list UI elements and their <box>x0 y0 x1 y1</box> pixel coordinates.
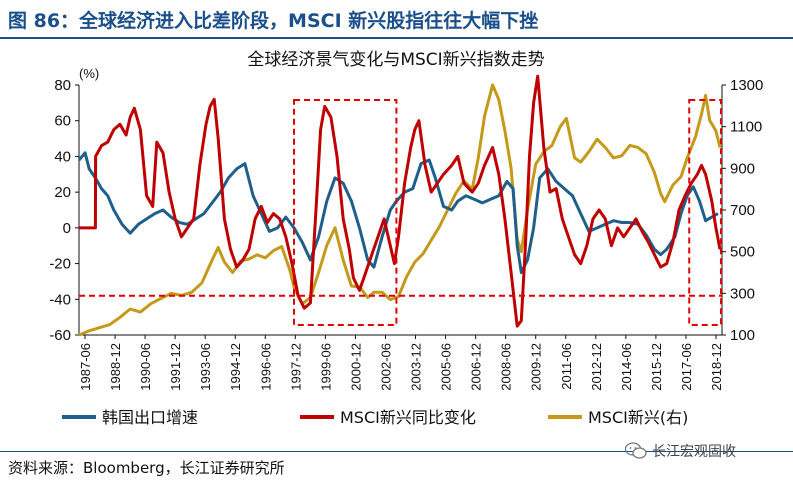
y-right-tick-label: 700 <box>730 202 755 219</box>
chart: 全球经济景气变化与MSCI新兴指数走势 (%) 80 60 40 20 0 -20 -40 -… <box>49 50 763 427</box>
x-tick-label: 2003-12 <box>409 343 424 391</box>
x-tick-label: 2015-12 <box>649 343 664 391</box>
y-left-unit-label: (%) <box>79 66 99 81</box>
watermark: 长江宏观固收 <box>625 441 736 461</box>
x-tick-label: 2011-06 <box>559 343 574 390</box>
x-tick-label: 1996-06 <box>258 343 273 391</box>
x-tick-label: 1993-06 <box>198 343 213 391</box>
x-tick-label: 2002-06 <box>378 343 393 391</box>
x-tick-label: 1988-12 <box>108 343 123 391</box>
y-right-ticks: 1300 1100 900 700 500 300 100 <box>722 77 763 344</box>
y-left-tick-label: 0 <box>63 220 71 237</box>
wechat-icon <box>625 442 647 459</box>
x-ticks: 1987-06 1988-12 1990-06 1991-12 1993-06 1994-… <box>78 335 724 391</box>
x-tick-label: 1997-12 <box>288 343 303 391</box>
highlight-layer <box>79 99 722 326</box>
series-line-2 <box>78 83 722 337</box>
series-layer <box>77 74 722 337</box>
x-tick-label: 2000-12 <box>348 343 363 391</box>
x-tick-label: 2017-06 <box>679 343 694 391</box>
x-tick-label: 1990-06 <box>138 343 153 391</box>
y-right-tick-label: 100 <box>730 327 755 344</box>
y-left-tick-label: 20 <box>54 184 71 201</box>
legend-label-0: 韩国出口增速 <box>102 408 198 427</box>
highlight-box-1 <box>688 99 722 326</box>
y-left-tick-label: -20 <box>49 256 71 273</box>
x-tick-label: 1991-12 <box>168 343 183 391</box>
x-tick-label: 1994-12 <box>228 343 243 391</box>
legend-label-2: MSCI新兴(右) <box>588 408 688 427</box>
figure-title: 图 86：全球经济进入比差阶段，MSCI 新兴股指往往大幅下挫 <box>8 10 539 32</box>
highlight-box-0 <box>293 99 398 326</box>
x-tick-label: 2009-12 <box>529 343 544 391</box>
y-right-tick-label: 1300 <box>730 77 763 94</box>
x-tick-label: 2008-06 <box>499 343 514 391</box>
watermark-text: 长江宏观固收 <box>652 444 736 460</box>
legend-label-1: MSCI新兴同比变化 <box>340 408 476 427</box>
series-line-0 <box>77 151 719 274</box>
series-line-1 <box>79 74 722 328</box>
x-tick-label: 2005-06 <box>439 343 454 391</box>
y-right-tick-label: 500 <box>730 244 755 261</box>
title-rule <box>0 37 793 39</box>
x-tick-label: 2012-12 <box>589 343 604 391</box>
y-left-tick-label: -60 <box>49 327 71 344</box>
x-tick-label: 2006-12 <box>469 343 484 391</box>
chart-title: 全球经济景气变化与MSCI新兴指数走势 <box>247 50 544 70</box>
y-left-tick-label: 40 <box>54 148 71 165</box>
y-right-tick-label: 1100 <box>730 119 762 136</box>
legend: 韩国出口增速 MSCI新兴同比变化 MSCI新兴(右) <box>62 408 688 427</box>
x-tick-label: 1987-06 <box>78 343 93 391</box>
x-tick-label: 2014-06 <box>619 343 634 391</box>
x-tick-label: 1999-06 <box>318 343 333 391</box>
y-left-tick-label: 80 <box>54 77 71 94</box>
y-left-tick-label: -40 <box>49 291 71 308</box>
source-note: 资料来源：Bloomberg，长江证券研究所 <box>8 459 285 477</box>
y-left-ticks: 80 60 40 20 0 -20 -40 -60 <box>49 77 79 344</box>
y-right-tick-label: 900 <box>730 160 755 177</box>
y-right-tick-label: 300 <box>730 285 755 302</box>
x-tick-label: 2018-12 <box>709 343 724 391</box>
y-left-tick-label: 60 <box>54 113 71 130</box>
footer-rule <box>0 451 793 452</box>
